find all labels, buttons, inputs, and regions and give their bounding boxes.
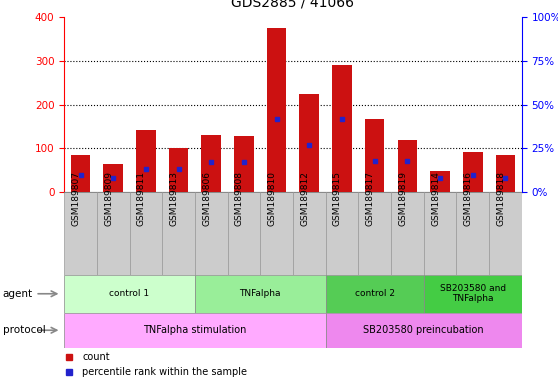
- Text: GSM189817: GSM189817: [365, 171, 374, 226]
- Text: GSM189808: GSM189808: [235, 171, 244, 226]
- Bar: [64, 275, 195, 313]
- Bar: [332, 65, 352, 192]
- Text: control 1: control 1: [109, 289, 150, 298]
- Text: GSM189811: GSM189811: [137, 171, 146, 226]
- Bar: [358, 192, 391, 275]
- Text: GSM189809: GSM189809: [104, 171, 113, 226]
- Text: GSM189807: GSM189807: [71, 171, 80, 226]
- Bar: [71, 155, 90, 192]
- Bar: [228, 192, 260, 275]
- Text: GSM189819: GSM189819: [398, 171, 407, 226]
- Bar: [489, 192, 522, 275]
- Bar: [169, 148, 189, 192]
- Bar: [391, 192, 424, 275]
- Text: protocol: protocol: [3, 325, 46, 335]
- Bar: [64, 192, 97, 275]
- Bar: [397, 140, 417, 192]
- Bar: [293, 192, 326, 275]
- Bar: [424, 192, 456, 275]
- Text: GSM189812: GSM189812: [300, 171, 309, 226]
- Bar: [195, 275, 326, 313]
- Text: SB203580 preincubation: SB203580 preincubation: [363, 325, 484, 335]
- Bar: [103, 164, 123, 192]
- Text: GSM189810: GSM189810: [268, 171, 277, 226]
- Bar: [300, 94, 319, 192]
- Bar: [496, 155, 515, 192]
- Text: GSM189818: GSM189818: [497, 171, 506, 226]
- Text: GSM189814: GSM189814: [431, 171, 440, 226]
- Text: GSM189815: GSM189815: [333, 171, 342, 226]
- Bar: [267, 28, 286, 192]
- Bar: [129, 192, 162, 275]
- Bar: [97, 192, 129, 275]
- Text: TNFalpha stimulation: TNFalpha stimulation: [143, 325, 247, 335]
- Text: GSM189813: GSM189813: [170, 171, 179, 226]
- Text: agent: agent: [3, 289, 33, 299]
- Bar: [234, 136, 254, 192]
- Text: SB203580 and
TNFalpha: SB203580 and TNFalpha: [440, 284, 506, 303]
- Bar: [64, 313, 326, 348]
- Bar: [136, 130, 156, 192]
- Bar: [195, 192, 228, 275]
- Bar: [456, 192, 489, 275]
- Text: percentile rank within the sample: percentile rank within the sample: [83, 367, 247, 377]
- Bar: [424, 275, 522, 313]
- Bar: [430, 172, 450, 192]
- Text: GDS2885 / 41066: GDS2885 / 41066: [232, 0, 354, 10]
- Bar: [326, 192, 358, 275]
- Text: GSM189816: GSM189816: [464, 171, 473, 226]
- Bar: [162, 192, 195, 275]
- Bar: [463, 152, 483, 192]
- Text: GSM189806: GSM189806: [202, 171, 211, 226]
- Bar: [326, 275, 424, 313]
- Text: control 2: control 2: [355, 289, 395, 298]
- Bar: [260, 192, 293, 275]
- Text: TNFalpha: TNFalpha: [239, 289, 281, 298]
- Bar: [365, 119, 384, 192]
- Bar: [326, 313, 522, 348]
- Text: count: count: [83, 352, 110, 362]
- Bar: [201, 135, 221, 192]
